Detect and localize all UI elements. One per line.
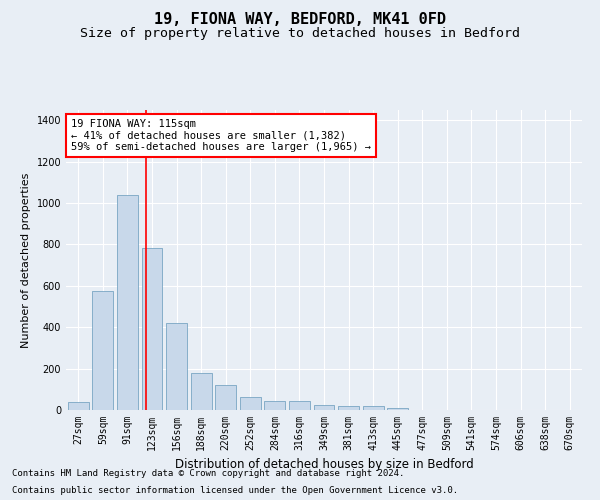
Bar <box>362 406 383 410</box>
Bar <box>68 402 89 410</box>
Text: Contains HM Land Registry data © Crown copyright and database right 2024.: Contains HM Land Registry data © Crown c… <box>12 468 404 477</box>
Bar <box>215 385 236 410</box>
Text: 19, FIONA WAY, BEDFORD, MK41 0FD: 19, FIONA WAY, BEDFORD, MK41 0FD <box>154 12 446 28</box>
Text: 19 FIONA WAY: 115sqm
← 41% of detached houses are smaller (1,382)
59% of semi-de: 19 FIONA WAY: 115sqm ← 41% of detached h… <box>71 119 371 152</box>
Bar <box>117 195 138 410</box>
Bar <box>387 408 408 410</box>
Bar <box>240 396 261 410</box>
Y-axis label: Number of detached properties: Number of detached properties <box>21 172 31 348</box>
Bar <box>142 248 163 410</box>
Text: Contains public sector information licensed under the Open Government Licence v3: Contains public sector information licen… <box>12 486 458 495</box>
Bar <box>314 405 334 410</box>
Bar <box>265 400 286 410</box>
Bar <box>191 373 212 410</box>
Text: Size of property relative to detached houses in Bedford: Size of property relative to detached ho… <box>80 28 520 40</box>
Bar <box>289 400 310 410</box>
Bar <box>338 406 359 410</box>
Bar <box>166 323 187 410</box>
Bar <box>92 291 113 410</box>
X-axis label: Distribution of detached houses by size in Bedford: Distribution of detached houses by size … <box>175 458 473 471</box>
